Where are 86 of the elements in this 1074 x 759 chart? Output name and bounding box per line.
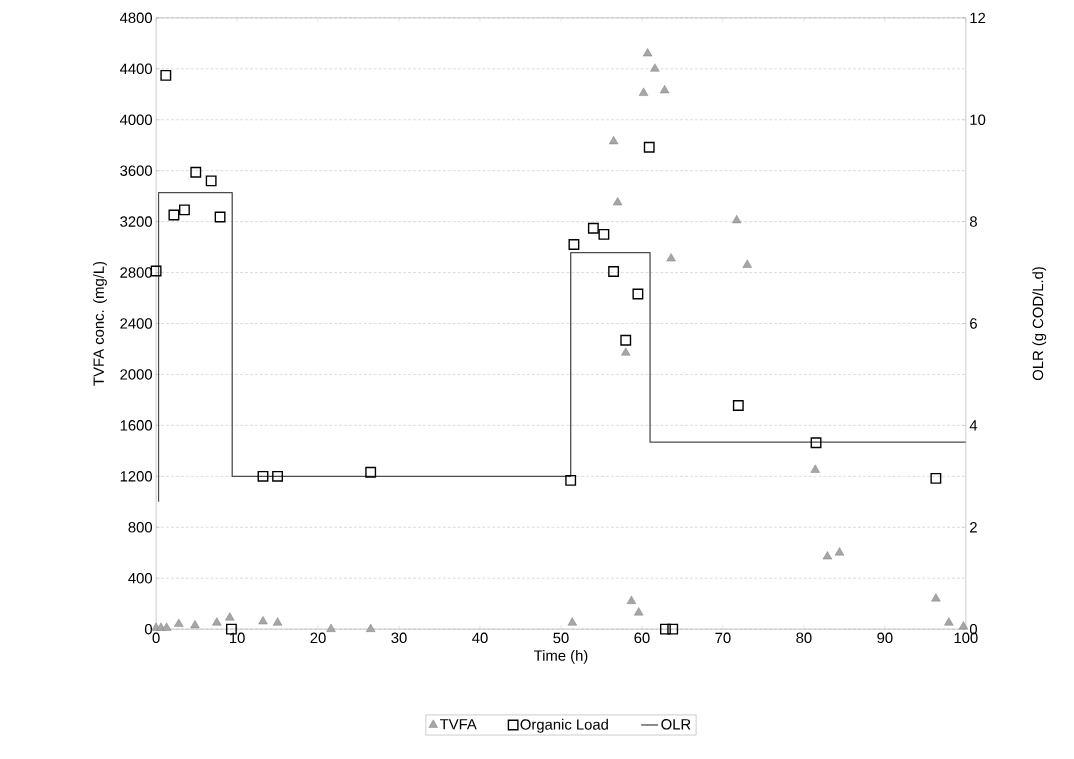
x-tick-label: 90	[877, 632, 893, 644]
y2-tick-label: 4	[969, 420, 978, 431]
point	[565, 474, 577, 486]
point	[258, 616, 268, 625]
x-tick-label: 10	[229, 632, 245, 644]
point	[272, 617, 283, 626]
x-tick-label: 30	[391, 632, 407, 644]
x-tick-label: 70	[715, 632, 731, 644]
point	[190, 166, 202, 178]
legend-label: TVFA	[440, 719, 477, 730]
line-series	[157, 191, 966, 503]
y-tick-label: 2800	[120, 267, 153, 278]
y-tick-label: 800	[128, 521, 153, 533]
point	[742, 259, 752, 268]
point	[666, 253, 676, 262]
point	[931, 593, 941, 602]
point	[179, 204, 190, 216]
point	[634, 607, 644, 616]
legend-label: Organic Load	[520, 718, 608, 733]
y-tick-label: 4400	[119, 63, 153, 74]
point	[214, 211, 226, 223]
x-tick-label: 40	[472, 632, 488, 644]
point	[650, 63, 660, 72]
point	[205, 175, 217, 187]
point	[613, 197, 623, 206]
point	[632, 288, 644, 300]
point	[568, 239, 580, 250]
y2-tick-label: 8	[969, 216, 977, 227]
y-tick-label: 0	[144, 623, 153, 635]
y2-tick-label: 6	[970, 318, 977, 329]
point	[620, 334, 632, 346]
legend-label: OLR	[661, 718, 691, 730]
point	[608, 135, 619, 145]
y2-tick-label: 2	[970, 522, 977, 533]
point	[587, 222, 599, 234]
point	[659, 85, 670, 94]
point	[567, 617, 577, 626]
point	[598, 228, 610, 240]
point	[150, 265, 162, 277]
point	[958, 621, 969, 630]
point	[366, 623, 376, 632]
x-tick-label: 60	[634, 632, 650, 644]
point	[174, 618, 184, 627]
point	[810, 437, 822, 449]
point	[626, 595, 637, 604]
point	[161, 622, 172, 631]
x-tick-label: 20	[310, 632, 326, 644]
point	[365, 466, 377, 478]
y2-tick-label: 10	[970, 114, 986, 125]
y2-axis-title: OLR (g COD/L.d)	[1032, 267, 1047, 381]
point	[225, 612, 235, 621]
y-tick-label: 1200	[120, 471, 153, 482]
y-tick-label: 2400	[120, 318, 153, 329]
y2-tick-label: 12	[970, 12, 986, 23]
point	[643, 141, 655, 153]
x-tick-label: 50	[553, 632, 569, 644]
point	[944, 617, 954, 626]
point	[660, 623, 671, 635]
y-tick-label: 3200	[120, 216, 153, 227]
y-tick-label: 1600	[120, 420, 153, 431]
point	[822, 551, 833, 560]
point	[621, 347, 631, 356]
point	[834, 547, 845, 556]
point	[257, 470, 269, 482]
point	[326, 623, 336, 632]
y-tick-label: 400	[128, 572, 153, 584]
point	[667, 623, 679, 635]
point	[272, 470, 283, 482]
x-axis-title: Time (h)	[533, 649, 588, 664]
point	[638, 87, 649, 96]
point	[212, 617, 222, 626]
point	[930, 472, 942, 484]
point	[642, 48, 653, 57]
y-tick-label: 4800	[119, 12, 153, 24]
point	[190, 619, 200, 629]
point	[810, 464, 820, 473]
y-tick-label: 2000	[120, 369, 153, 380]
point	[608, 266, 620, 277]
point	[160, 69, 172, 81]
x-tick-label: 80	[796, 632, 812, 644]
y-tick-label: 3600	[120, 165, 153, 176]
y-axis-title: TVFA conc. (mg/L)	[93, 261, 107, 386]
y-tick-label: 4000	[119, 114, 153, 125]
point	[732, 214, 742, 224]
point	[732, 400, 744, 411]
point	[168, 209, 180, 221]
